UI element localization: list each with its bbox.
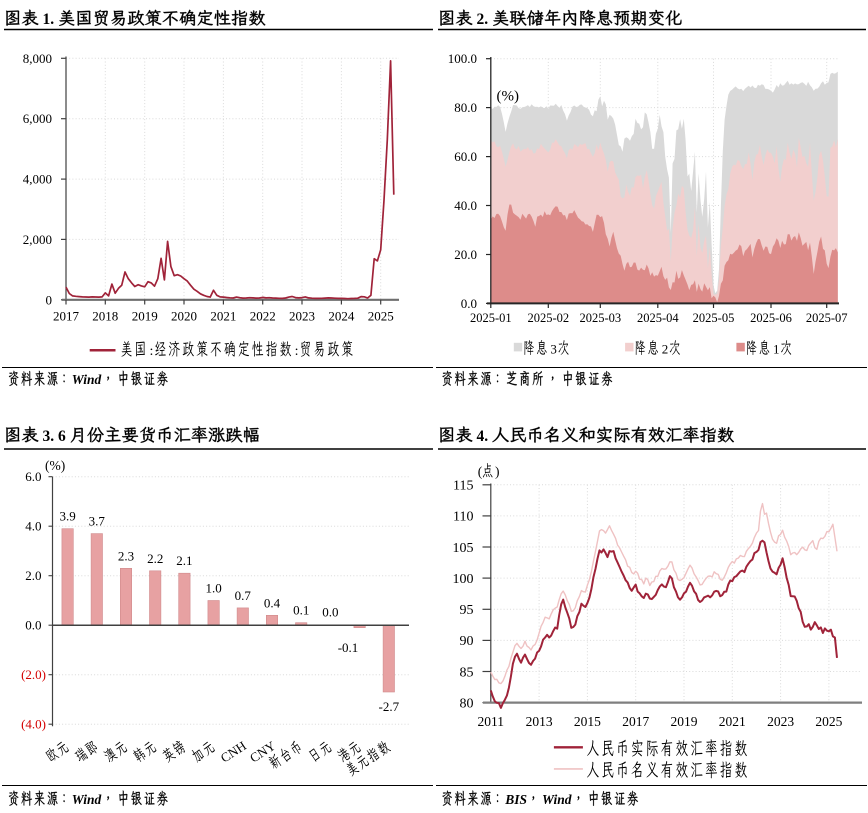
svg-text:2018: 2018 [92,309,118,324]
svg-text:0.0: 0.0 [461,296,477,311]
svg-text:0.0: 0.0 [322,605,338,620]
svg-text:3.9: 3.9 [59,509,75,524]
svg-text:1.: 1. [39,11,58,28]
svg-text:(%): (%) [45,458,65,473]
svg-text:80: 80 [460,696,474,711]
svg-text:2.1: 2.1 [176,553,192,568]
svg-text:2025-06: 2025-06 [750,311,792,325]
svg-text:4.: 4. [473,428,492,445]
svg-text:110: 110 [453,510,473,525]
svg-text:0.1: 0.1 [293,603,309,618]
svg-text:Wind: Wind [542,792,572,807]
svg-text:3.7: 3.7 [89,514,106,529]
svg-text:2011: 2011 [478,714,505,729]
svg-text:(%): (%) [497,89,520,105]
svg-text:2020: 2020 [171,309,197,324]
svg-text:3: 3 [550,341,557,356]
svg-text:80.0: 80.0 [454,100,477,115]
svg-text:2.3: 2.3 [118,548,134,563]
svg-text:2023: 2023 [289,309,315,324]
svg-text:2019: 2019 [132,309,158,324]
svg-text:100: 100 [453,572,474,587]
svg-text:2025-02: 2025-02 [527,311,569,325]
svg-text:2024: 2024 [328,309,355,324]
svg-text:(: ( [478,464,483,479]
svg-text:3. 6: 3. 6 [39,428,70,445]
svg-text:105: 105 [453,541,474,556]
svg-text:2019: 2019 [671,714,698,729]
svg-text:2017: 2017 [53,309,80,324]
svg-text:2022: 2022 [250,309,276,324]
svg-text:2025-03: 2025-03 [579,311,621,325]
svg-text:2013: 2013 [526,714,553,729]
svg-text::: : [295,344,299,359]
svg-text:2.: 2. [473,11,492,28]
svg-text:2025: 2025 [368,309,394,324]
svg-text:2025-05: 2025-05 [693,311,735,325]
svg-text:6.0: 6.0 [25,469,41,484]
svg-text:2025-01: 2025-01 [470,311,512,325]
svg-text:8,000: 8,000 [23,51,52,66]
svg-text:-0.1: -0.1 [338,640,359,655]
svg-text:20.0: 20.0 [454,247,477,262]
svg-text:115: 115 [453,479,473,494]
svg-text:(4.0): (4.0) [21,717,46,732]
svg-text:4.0: 4.0 [25,519,41,534]
svg-text:0: 0 [46,292,53,307]
svg-text:2015: 2015 [574,714,601,729]
svg-text:90: 90 [460,634,474,649]
svg-text:0.7: 0.7 [235,588,252,603]
svg-text:2023: 2023 [767,714,794,729]
svg-text::: : [150,344,154,359]
svg-text:2: 2 [662,341,669,356]
svg-text:2025-04: 2025-04 [637,311,679,325]
svg-text:2.0: 2.0 [25,568,41,583]
svg-text:BIS: BIS [504,792,527,807]
svg-text:2021: 2021 [719,714,746,729]
svg-text:2025: 2025 [815,714,842,729]
svg-text:2,000: 2,000 [23,232,52,247]
svg-text:1.0: 1.0 [205,581,221,596]
svg-text:): ) [495,464,500,479]
svg-text:Wind: Wind [72,792,102,807]
svg-text:2021: 2021 [210,309,236,324]
svg-text:6,000: 6,000 [23,111,52,126]
svg-text:40.0: 40.0 [454,198,477,213]
svg-text:Wind: Wind [72,372,102,387]
svg-text:60.0: 60.0 [454,149,477,164]
svg-text:2017: 2017 [622,714,649,729]
svg-text:0.4: 0.4 [264,595,281,610]
svg-text:1: 1 [773,341,780,356]
svg-text:100.0: 100.0 [448,51,477,66]
svg-text:-2.7: -2.7 [379,699,400,714]
svg-text:95: 95 [460,603,474,618]
svg-text:2.2: 2.2 [147,551,163,566]
svg-text:(2.0): (2.0) [21,667,46,682]
svg-text:85: 85 [460,665,474,680]
svg-text:0.0: 0.0 [25,618,41,633]
svg-text:4,000: 4,000 [23,172,52,187]
svg-text:2025-07: 2025-07 [806,311,848,325]
